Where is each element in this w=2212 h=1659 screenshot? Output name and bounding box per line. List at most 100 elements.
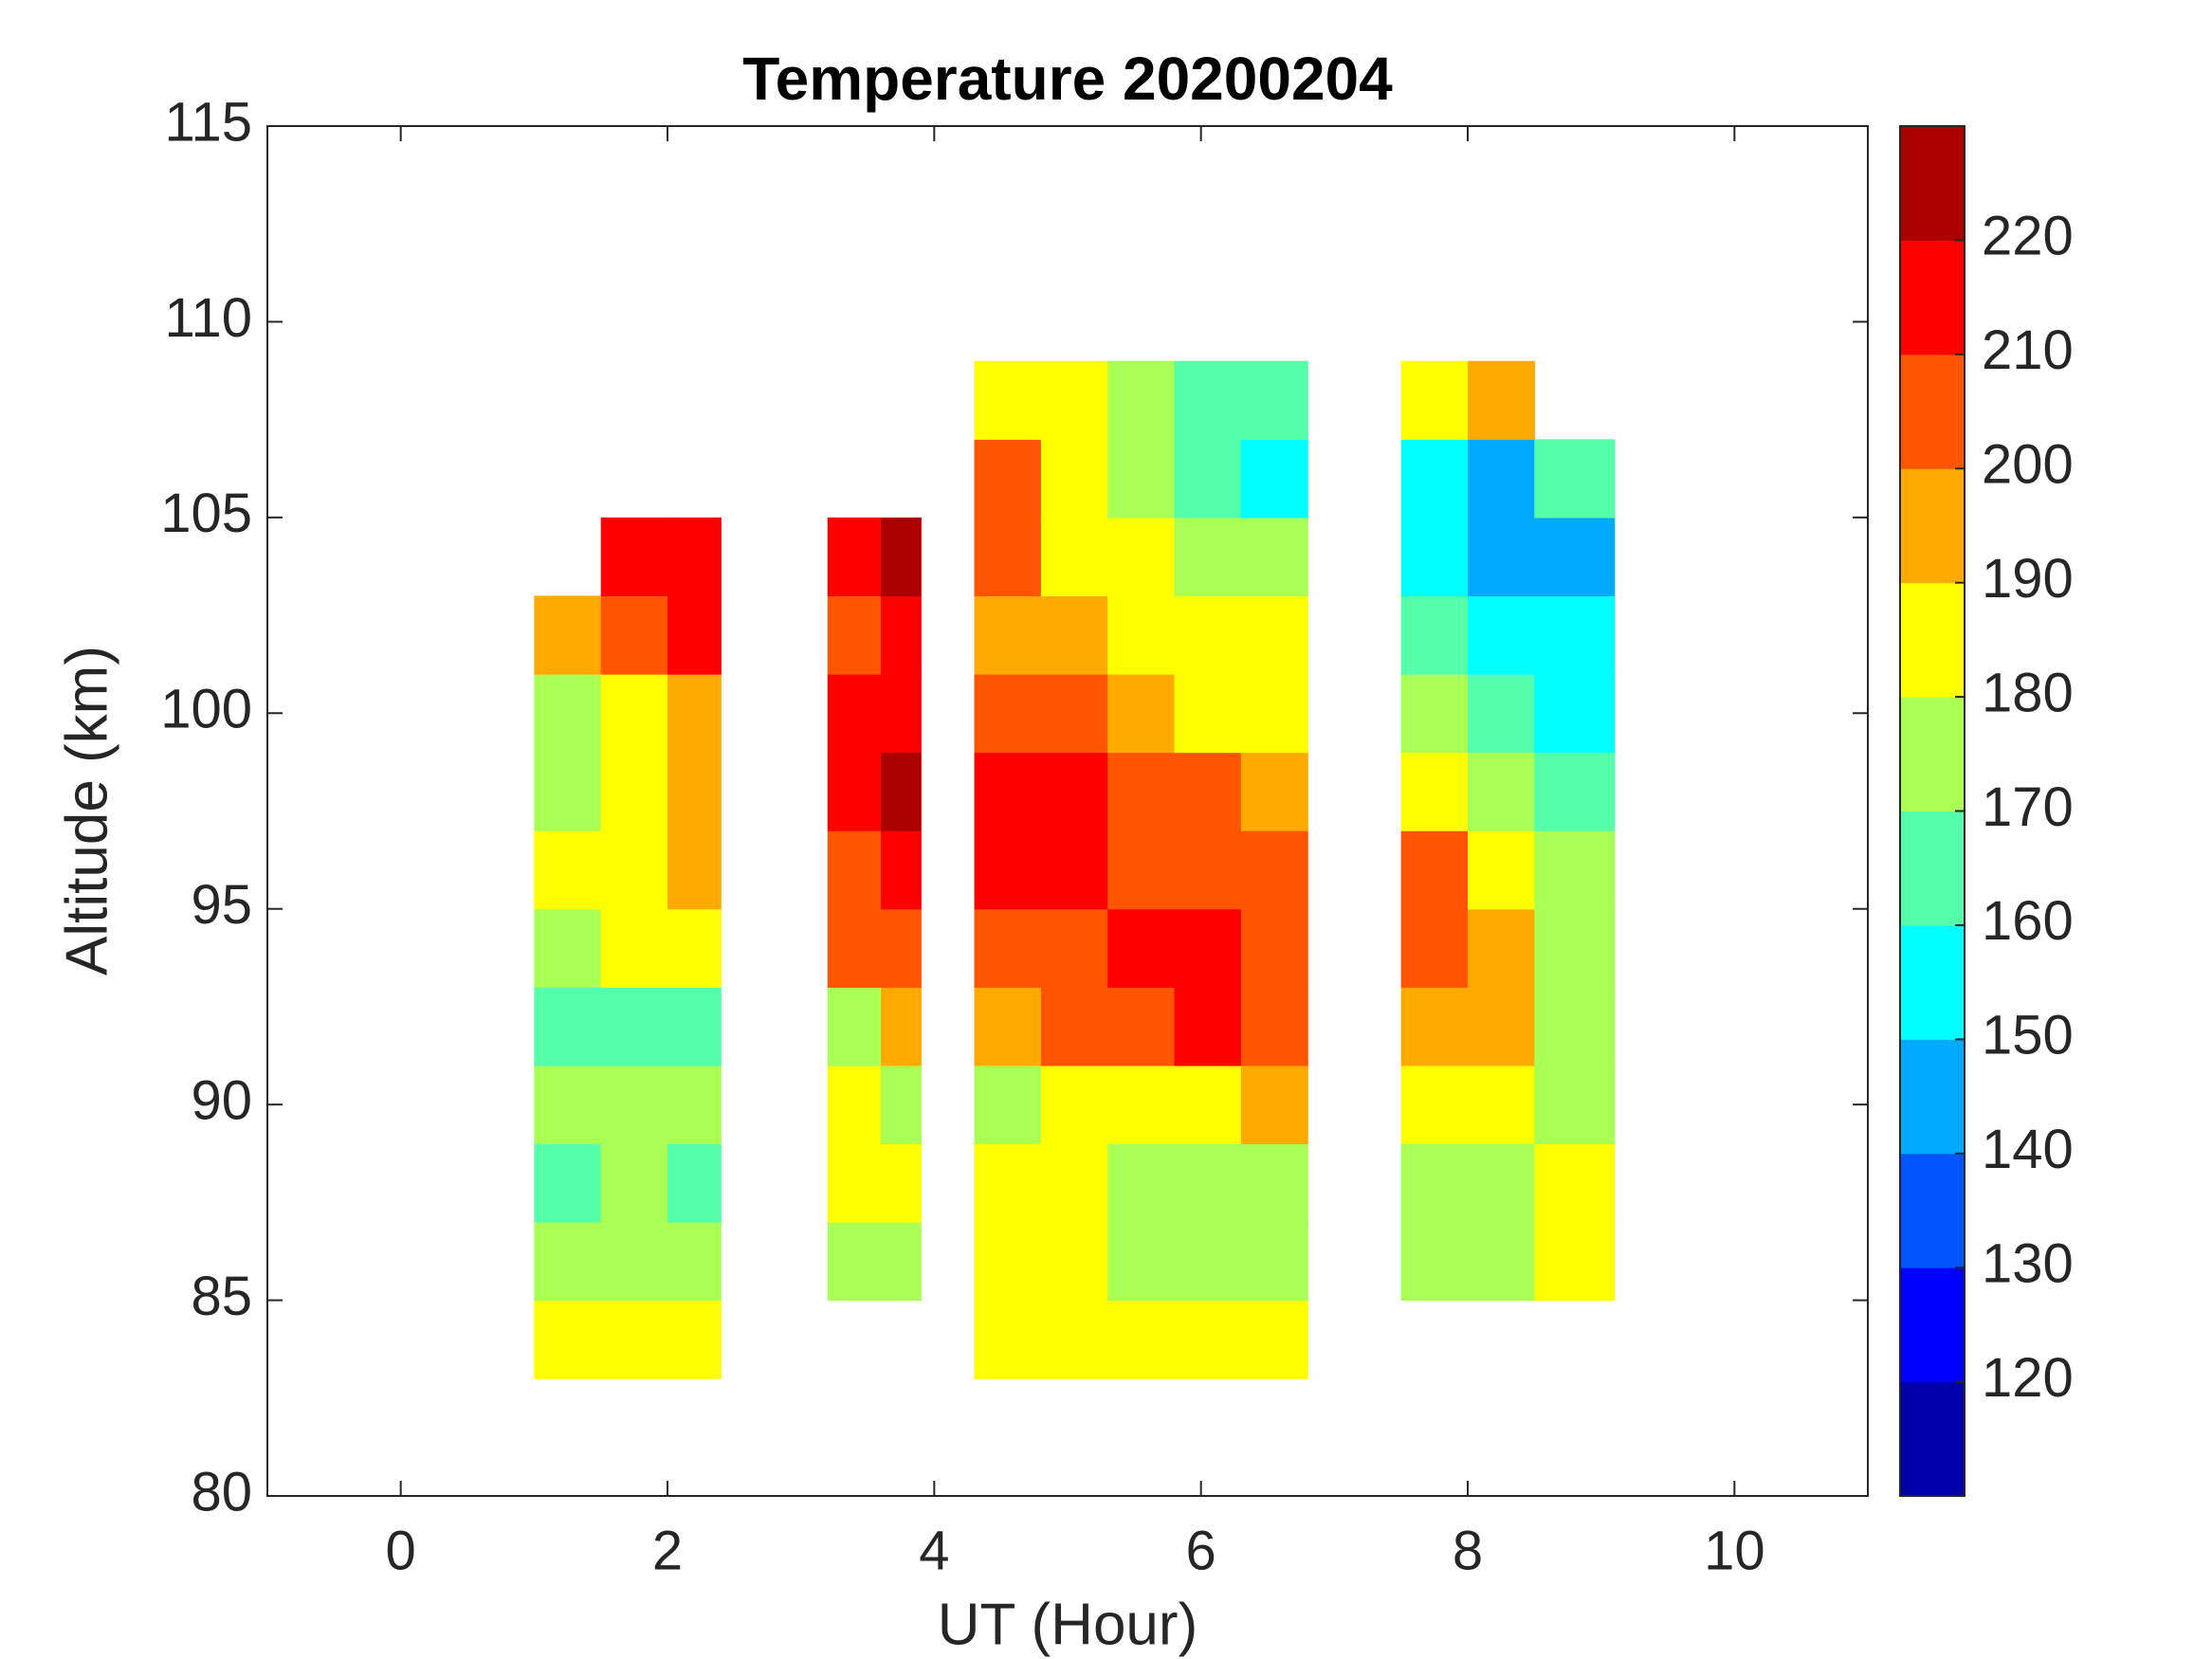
colorbar-segment: [1900, 126, 1965, 241]
contour-cell: [1174, 830, 1242, 910]
contour-cell: [974, 595, 1042, 675]
contour-cell: [1400, 360, 1469, 440]
colorbar-tick-label: 180: [1982, 662, 2074, 723]
colorbar-tick-label: 160: [1982, 890, 2074, 952]
y-axis-label: Altitude (km): [54, 646, 119, 975]
colorbar-segment: [1900, 240, 1965, 356]
contour-cell: [1240, 1222, 1308, 1302]
contour-cell: [1534, 830, 1616, 910]
colorbar-tick-label: 140: [1982, 1119, 2074, 1180]
colorbar-segment: [1900, 468, 1965, 584]
contour-cell: [1468, 1222, 1535, 1302]
contour-cell: [1400, 752, 1469, 831]
contour-cell: [1240, 752, 1308, 831]
x-tick-label: 8: [1453, 1520, 1483, 1581]
y-tick-label: 100: [160, 679, 252, 740]
contour-cell: [1400, 987, 1469, 1066]
colorbar-tick-label: 120: [1982, 1347, 2074, 1409]
contour-cell: [974, 987, 1042, 1066]
contour-cell: [974, 360, 1042, 440]
contour-cell: [667, 752, 722, 831]
colorbar-segment: [1900, 1153, 1965, 1268]
contour-cell: [667, 908, 722, 988]
contour-cell: [1174, 517, 1242, 597]
contour-cell: [974, 752, 1042, 831]
contour-cell: [1107, 595, 1176, 675]
contour-cell: [1534, 752, 1616, 831]
contour-cell: [667, 674, 722, 754]
contour-cell: [1107, 517, 1176, 597]
colorbar-segment: [1900, 697, 1965, 811]
contour-cell: [1040, 1222, 1108, 1302]
contour-cell: [1468, 752, 1535, 831]
contour-cell: [1534, 908, 1616, 988]
y-tick-label: 110: [165, 287, 252, 349]
contour-cell: [881, 595, 922, 675]
contour-cell: [827, 674, 882, 754]
colorbar-segment: [1900, 354, 1965, 469]
contour-cell: [534, 1143, 602, 1223]
contour-cell: [1040, 595, 1108, 675]
contour-cell: [1534, 1222, 1616, 1302]
contour-cell: [534, 1065, 602, 1145]
contour-cell: [667, 987, 722, 1066]
contour-cell: [881, 752, 922, 831]
contour-cell: [1174, 1143, 1242, 1223]
contour-cell: [1107, 908, 1176, 988]
contour-cell: [600, 595, 668, 675]
contour-cell: [534, 595, 602, 675]
contour-cell: [600, 752, 668, 831]
contour-cell: [534, 987, 602, 1066]
contour-cell: [1468, 439, 1535, 519]
contour-cell: [534, 830, 602, 910]
contour-cell: [1107, 752, 1176, 831]
colorbar-segment: [1900, 582, 1965, 698]
contour-cell: [1534, 1065, 1616, 1145]
contour-cell: [827, 908, 882, 988]
contour-cell: [600, 1143, 668, 1223]
contour-cell: [827, 752, 882, 831]
contour-cell: [1174, 752, 1242, 831]
contour-cell: [974, 439, 1042, 519]
contour-cell: [600, 674, 668, 754]
contour-cell: [974, 830, 1042, 910]
contour-cell: [881, 1222, 922, 1302]
contour-cell: [1468, 987, 1535, 1066]
contour-cell: [1400, 830, 1469, 910]
contour-cell: [1040, 1065, 1108, 1145]
chart-title: Temperature 20200204: [742, 45, 1393, 113]
contour-cell: [1174, 1222, 1242, 1302]
y-tick-label: 105: [160, 483, 252, 544]
contour-cell: [1240, 1143, 1308, 1223]
contour-cell: [1040, 830, 1108, 910]
contour-cell: [1107, 674, 1176, 754]
colorbar-tick-label: 210: [1982, 319, 2074, 381]
contour-cell: [534, 1222, 602, 1302]
contour-cell: [1534, 517, 1616, 597]
contour-cell: [1174, 908, 1242, 988]
contour-cell: [1240, 830, 1308, 910]
x-axis-label: UT (Hour): [938, 1592, 1197, 1657]
contour-cell: [600, 987, 668, 1066]
contour-cell: [1107, 1300, 1176, 1379]
contour-cell: [1468, 1065, 1535, 1145]
contour-cell: [827, 830, 882, 910]
contour-cell: [974, 1065, 1042, 1145]
contour-cell: [1040, 987, 1108, 1066]
contour-cell: [1040, 752, 1108, 831]
contour-cell: [667, 517, 722, 597]
contour-cell: [827, 595, 882, 675]
contour-cell: [1240, 595, 1308, 675]
contour-cell: [827, 1065, 882, 1145]
contour-cell: [881, 830, 922, 910]
contour-cell: [667, 1300, 722, 1379]
contour-cell: [1534, 1143, 1616, 1223]
contour-cell: [1174, 1300, 1242, 1379]
contour-cell: [1400, 908, 1469, 988]
colorbar-segment: [1900, 1039, 1965, 1155]
colorbar-segment: [1900, 811, 1965, 926]
contour-cell: [1534, 674, 1616, 754]
contour-cell: [1400, 1065, 1469, 1145]
contour-cell: [881, 1065, 922, 1145]
